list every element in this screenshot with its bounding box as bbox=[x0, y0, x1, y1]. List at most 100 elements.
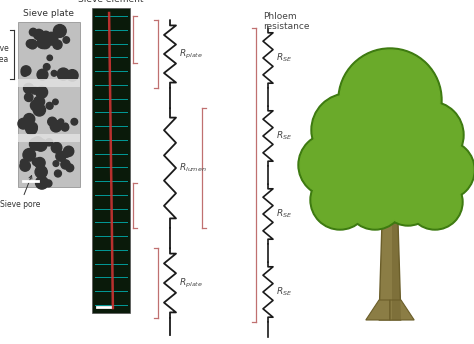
Text: Sieve pore: Sieve pore bbox=[0, 175, 40, 209]
Circle shape bbox=[48, 117, 57, 126]
Circle shape bbox=[30, 100, 42, 111]
Circle shape bbox=[40, 39, 50, 49]
Circle shape bbox=[67, 69, 78, 81]
Circle shape bbox=[380, 113, 450, 183]
Polygon shape bbox=[340, 150, 392, 210]
Polygon shape bbox=[392, 190, 401, 320]
Circle shape bbox=[345, 170, 405, 230]
Circle shape bbox=[51, 142, 62, 153]
Circle shape bbox=[32, 158, 40, 165]
Text: Phloem
resistance: Phloem resistance bbox=[263, 12, 310, 31]
Circle shape bbox=[36, 86, 47, 98]
Circle shape bbox=[392, 97, 448, 153]
Text: Sieve
area: Sieve area bbox=[0, 44, 9, 64]
Circle shape bbox=[52, 35, 57, 41]
Circle shape bbox=[66, 164, 73, 172]
Circle shape bbox=[28, 40, 37, 49]
Circle shape bbox=[27, 120, 33, 126]
Text: Sieve plate: Sieve plate bbox=[24, 9, 74, 18]
Circle shape bbox=[63, 123, 68, 128]
Circle shape bbox=[338, 48, 442, 152]
Circle shape bbox=[20, 161, 30, 171]
Circle shape bbox=[396, 101, 464, 169]
Text: $R_{plate}$: $R_{plate}$ bbox=[179, 47, 203, 61]
Circle shape bbox=[25, 93, 33, 101]
Circle shape bbox=[298, 133, 362, 197]
Text: $R_{SE}$: $R_{SE}$ bbox=[276, 286, 292, 298]
Circle shape bbox=[328, 108, 402, 182]
Polygon shape bbox=[388, 160, 430, 210]
Circle shape bbox=[47, 104, 53, 109]
Circle shape bbox=[37, 37, 49, 49]
Circle shape bbox=[350, 130, 430, 210]
Circle shape bbox=[35, 166, 47, 178]
Circle shape bbox=[311, 93, 385, 167]
Polygon shape bbox=[379, 190, 401, 320]
Circle shape bbox=[394, 99, 446, 151]
Circle shape bbox=[24, 114, 35, 125]
Circle shape bbox=[313, 95, 383, 165]
Circle shape bbox=[35, 158, 45, 168]
Circle shape bbox=[52, 122, 61, 131]
Circle shape bbox=[33, 137, 43, 147]
Circle shape bbox=[26, 40, 34, 48]
Circle shape bbox=[61, 123, 69, 131]
Circle shape bbox=[26, 123, 37, 135]
Circle shape bbox=[46, 139, 53, 146]
Circle shape bbox=[347, 172, 403, 228]
Circle shape bbox=[21, 69, 28, 76]
Circle shape bbox=[55, 170, 62, 177]
Bar bbox=[18, 79, 80, 87]
Circle shape bbox=[31, 87, 38, 94]
Text: $R_{plate}$: $R_{plate}$ bbox=[179, 277, 203, 290]
Circle shape bbox=[382, 115, 448, 181]
Circle shape bbox=[54, 24, 66, 37]
Circle shape bbox=[382, 172, 434, 224]
Circle shape bbox=[35, 139, 47, 151]
Circle shape bbox=[63, 151, 70, 157]
Circle shape bbox=[330, 90, 390, 150]
Circle shape bbox=[415, 140, 474, 200]
Circle shape bbox=[33, 104, 46, 116]
Circle shape bbox=[398, 103, 462, 167]
Circle shape bbox=[67, 148, 73, 154]
Circle shape bbox=[64, 146, 74, 157]
Circle shape bbox=[56, 151, 66, 161]
Circle shape bbox=[417, 142, 473, 198]
Text: Sieve element: Sieve element bbox=[78, 0, 144, 4]
Circle shape bbox=[352, 132, 428, 208]
Circle shape bbox=[47, 55, 53, 61]
Circle shape bbox=[71, 118, 78, 125]
Circle shape bbox=[63, 37, 70, 43]
Polygon shape bbox=[366, 300, 390, 320]
Bar bbox=[18, 134, 80, 142]
Circle shape bbox=[310, 170, 370, 230]
Polygon shape bbox=[390, 300, 414, 320]
Text: $R_{SE}$: $R_{SE}$ bbox=[276, 52, 292, 64]
Circle shape bbox=[330, 110, 400, 180]
Circle shape bbox=[23, 149, 36, 161]
Bar bbox=[18, 22, 80, 187]
Circle shape bbox=[20, 159, 27, 166]
Circle shape bbox=[51, 34, 57, 41]
Text: $R_{lumen}$: $R_{lumen}$ bbox=[179, 162, 207, 174]
Circle shape bbox=[332, 92, 388, 148]
Circle shape bbox=[58, 119, 64, 125]
Circle shape bbox=[46, 103, 53, 109]
Circle shape bbox=[380, 170, 436, 226]
Circle shape bbox=[29, 28, 37, 36]
Circle shape bbox=[340, 50, 440, 150]
Circle shape bbox=[57, 68, 69, 80]
Circle shape bbox=[409, 176, 461, 228]
Circle shape bbox=[53, 99, 58, 105]
Circle shape bbox=[37, 39, 46, 48]
Circle shape bbox=[312, 172, 368, 228]
Circle shape bbox=[44, 64, 50, 70]
Circle shape bbox=[50, 120, 62, 132]
Circle shape bbox=[300, 135, 360, 195]
Circle shape bbox=[40, 178, 46, 184]
Text: $R_{SE}$: $R_{SE}$ bbox=[276, 130, 292, 142]
Circle shape bbox=[24, 83, 34, 94]
Circle shape bbox=[45, 32, 58, 45]
Text: $R_{SE}$: $R_{SE}$ bbox=[276, 208, 292, 220]
